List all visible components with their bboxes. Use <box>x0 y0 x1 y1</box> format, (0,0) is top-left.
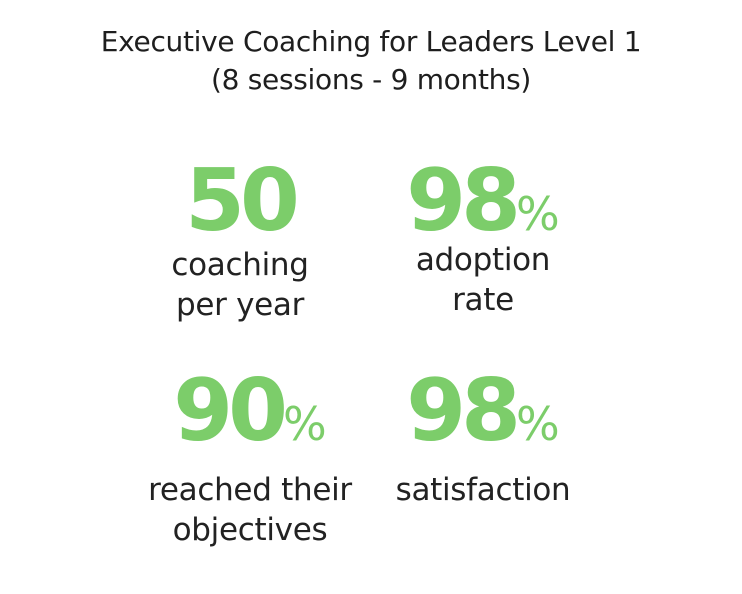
stat-label: adoption rate <box>343 240 623 320</box>
stat-label-line: rate <box>452 282 514 318</box>
stat-number: 50 <box>100 158 380 244</box>
stat-label-line: adoption <box>415 242 551 278</box>
stat-unit: % <box>515 397 560 451</box>
stat-value: 50 <box>185 151 300 251</box>
stat-label: coaching per year <box>100 245 380 325</box>
stat: 90% reached their objectives <box>110 368 390 548</box>
stat: 98% satisfaction <box>343 368 623 508</box>
stat-number: 90% <box>110 368 390 454</box>
stat-number: 98% <box>343 368 623 454</box>
stat-unit: % <box>515 187 560 241</box>
stat-value: 98 <box>406 361 521 461</box>
stat-label-line: reached their <box>148 472 352 508</box>
stat-label-line: objectives <box>172 512 328 548</box>
title-line: (8 sessions - 9 months) <box>211 63 531 96</box>
stat-unit: % <box>282 397 327 451</box>
stat-label-line: coaching <box>171 247 309 283</box>
title-line: Executive Coaching for Leaders Level 1 <box>100 25 642 58</box>
stat-label: reached their objectives <box>110 470 390 550</box>
stat-label: satisfaction <box>343 470 623 510</box>
stat-value: 98 <box>406 151 521 251</box>
stat-label-line: per year <box>175 287 305 323</box>
stat: 98% adoption rate <box>343 158 623 318</box>
stat-number: 98% <box>343 158 623 244</box>
stat: 50 coaching per year <box>100 158 380 323</box>
stat-value: 90 <box>173 361 288 461</box>
stat-label-line: satisfaction <box>395 472 571 508</box>
